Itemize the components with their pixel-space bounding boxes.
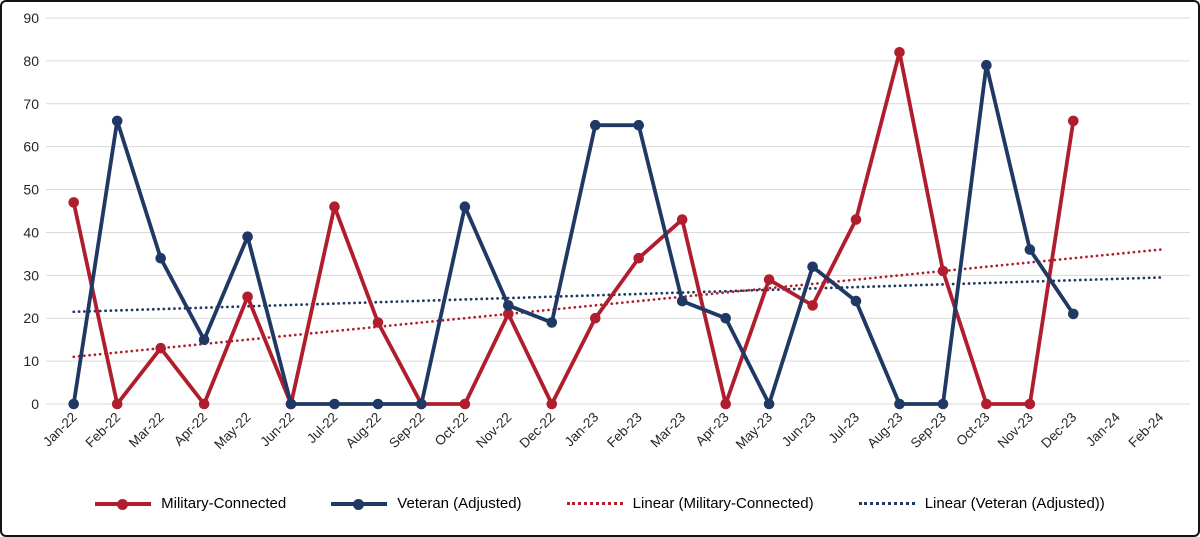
svg-text:70: 70 xyxy=(23,96,39,112)
svg-text:40: 40 xyxy=(23,224,39,240)
legend-label-military-connected: Military-Connected xyxy=(161,495,287,512)
svg-text:80: 80 xyxy=(23,53,39,69)
svg-text:May-23: May-23 xyxy=(733,410,775,452)
svg-text:20: 20 xyxy=(23,310,39,326)
svg-text:Apr-22: Apr-22 xyxy=(171,410,210,449)
svg-text:Aug-23: Aug-23 xyxy=(864,410,905,451)
svg-text:May-22: May-22 xyxy=(211,410,253,452)
svg-text:Jul-23: Jul-23 xyxy=(826,410,863,447)
svg-text:Jan-24: Jan-24 xyxy=(1083,409,1123,449)
svg-text:Nov-23: Nov-23 xyxy=(995,410,1036,451)
svg-text:50: 50 xyxy=(23,182,39,198)
svg-text:Oct-23: Oct-23 xyxy=(953,410,992,449)
svg-text:Mar-23: Mar-23 xyxy=(647,410,688,451)
svg-text:Feb-23: Feb-23 xyxy=(604,410,645,451)
svg-text:30: 30 xyxy=(23,267,39,283)
legend-swatch-linear-military-connected-icon xyxy=(566,502,623,505)
legend-label-linear-military-connected: Linear (Military-Connected) xyxy=(632,495,814,512)
svg-text:Jan-23: Jan-23 xyxy=(562,410,602,450)
svg-text:Sep-22: Sep-22 xyxy=(386,410,427,451)
legend-label-linear-veteran-adjusted: Linear (Veteran (Adjusted)) xyxy=(924,495,1105,512)
svg-text:10: 10 xyxy=(23,353,39,369)
svg-text:90: 90 xyxy=(23,10,39,26)
svg-text:Feb-24: Feb-24 xyxy=(1126,409,1167,450)
svg-text:Dec-22: Dec-22 xyxy=(517,410,558,451)
legend-swatch-military-connected-line-icon xyxy=(95,498,152,510)
svg-text:60: 60 xyxy=(23,139,39,155)
legend-label-veteran-adjusted: Veteran (Adjusted) xyxy=(397,495,522,512)
legend-swatch-linear-veteran-adjusted-icon xyxy=(858,502,915,505)
svg-text:Feb-22: Feb-22 xyxy=(82,410,123,451)
svg-text:Jun-22: Jun-22 xyxy=(257,410,297,450)
svg-text:Oct-22: Oct-22 xyxy=(432,410,471,449)
svg-text:Mar-22: Mar-22 xyxy=(126,410,167,451)
svg-text:Jan-22: Jan-22 xyxy=(40,410,80,450)
svg-text:Sep-23: Sep-23 xyxy=(908,410,949,451)
chart-area: 0 10 20 30 40 50 60 70 80 90 Jan-22 Feb-22 Mar-22 Apr… xyxy=(2,2,1198,472)
legend-item-military-connected: Military-Connected xyxy=(95,495,286,512)
svg-text:Nov-22: Nov-22 xyxy=(473,410,514,451)
svg-text:0: 0 xyxy=(31,396,39,412)
legend-item-linear-military-connected: Linear (Military-Connected) xyxy=(566,495,814,512)
chart-legend: Military-Connected Veteran (Adjusted) Li… xyxy=(2,472,1198,535)
svg-text:Dec-23: Dec-23 xyxy=(1038,410,1079,451)
svg-text:Apr-23: Apr-23 xyxy=(693,410,732,449)
legend-item-linear-veteran-adjusted: Linear (Veteran (Adjusted)) xyxy=(858,495,1105,512)
legend-item-veteran-adjusted: Veteran (Adjusted) xyxy=(331,495,522,512)
svg-text:Jun-23: Jun-23 xyxy=(779,410,819,450)
svg-text:Jul-22: Jul-22 xyxy=(304,410,341,447)
svg-text:Aug-22: Aug-22 xyxy=(343,410,384,451)
legend-swatch-veteran-adjusted-line-icon xyxy=(331,498,388,510)
